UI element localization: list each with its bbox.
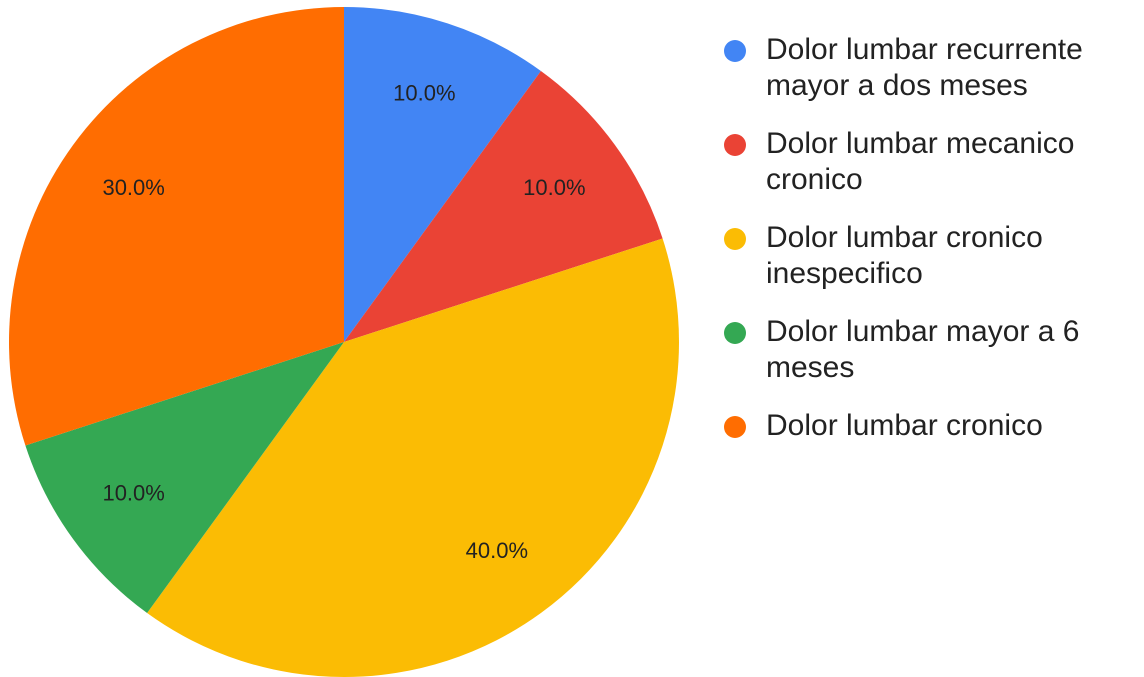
legend-entry: Dolor lumbar cronico inespecifico [720, 220, 1140, 292]
legend-entry: Dolor lumbar mayor a 6 meses [720, 314, 1140, 386]
legend-entry: Dolor lumbar cronico [720, 408, 1140, 444]
pie-slice [147, 238, 680, 677]
legend-swatch [724, 322, 746, 344]
slice-label: 10.0% [393, 81, 455, 106]
legend-swatch [724, 228, 746, 250]
pie-slice [344, 7, 541, 342]
pie-slice [25, 342, 345, 614]
legend-label: Dolor lumbar mecanico cronico [766, 127, 1075, 196]
legend-swatch [724, 40, 746, 62]
legend-label: Dolor lumbar cronico [766, 409, 1043, 442]
legend-swatch [724, 416, 746, 438]
legend-label: Dolor lumbar recurrente mayor a dos mese… [766, 33, 1083, 102]
slice-label: 30.0% [102, 175, 164, 200]
legend-entry: Dolor lumbar mecanico cronico [720, 126, 1140, 198]
chart: 10.0% 10.0% 40.0% 10.0% 30.0% [8, 7, 680, 677]
slice-label: 40.0% [466, 538, 528, 563]
legend: Dolor lumbar recurrente mayor a dos mese… [720, 32, 1140, 466]
slice-label: 10.0% [523, 175, 585, 200]
legend-label: Dolor lumbar mayor a 6 meses [766, 315, 1080, 384]
legend-label: Dolor lumbar cronico inespecifico [766, 221, 1043, 290]
legend-entry: Dolor lumbar recurrente mayor a dos mese… [720, 32, 1140, 104]
slice-label: 10.0% [102, 481, 164, 506]
pie-slice [8, 7, 345, 446]
pie-slice [344, 70, 663, 342]
legend-swatch [724, 134, 746, 156]
